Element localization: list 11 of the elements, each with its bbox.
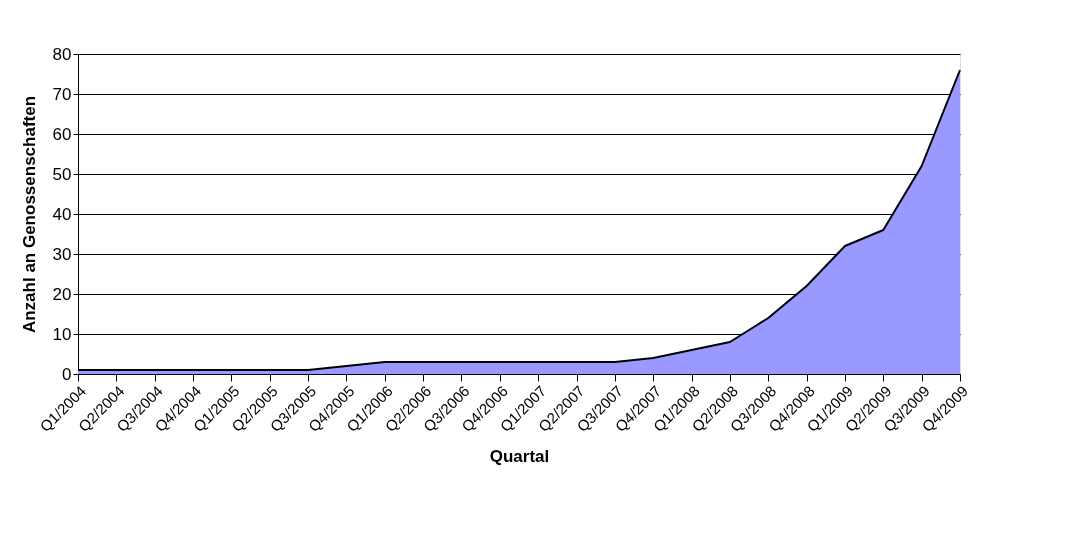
y-tick-label: 50 bbox=[52, 164, 72, 184]
y-tick-label: 30 bbox=[52, 244, 72, 264]
x-axis-title: Quartal bbox=[489, 446, 550, 466]
y-axis-title: Anzahl an Genossenschaften bbox=[19, 95, 39, 334]
y-tick-label: 80 bbox=[52, 44, 72, 64]
y-tick-label: 10 bbox=[52, 324, 72, 344]
y-tick-label: 0 bbox=[62, 364, 72, 384]
y-tick-label: 20 bbox=[52, 284, 72, 304]
y-tick-label: 40 bbox=[52, 204, 72, 224]
y-tick-label: 70 bbox=[52, 84, 72, 104]
y-tick-label: 60 bbox=[52, 124, 72, 144]
